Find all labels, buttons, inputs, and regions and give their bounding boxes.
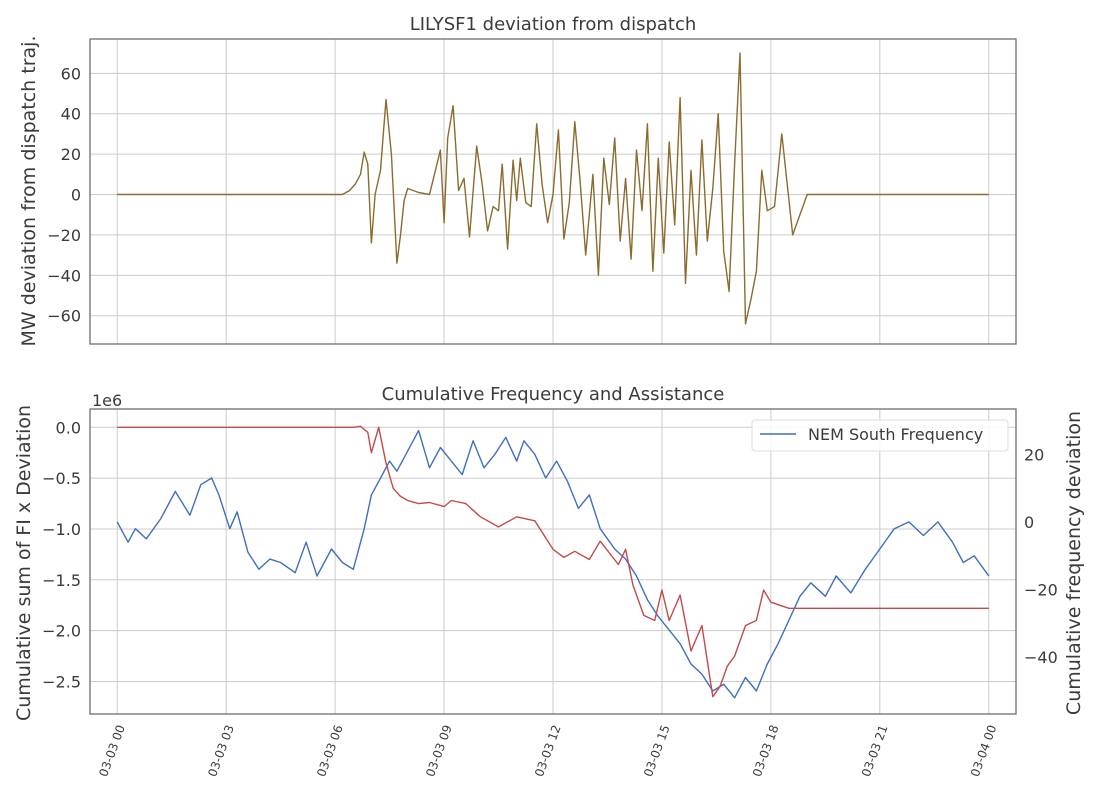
deviation-chart: 60 40 20 0 −20 −40 −60 LILYSF1 deviation from … — [18, 14, 1017, 347]
y-tick-label: 0.0 — [56, 418, 81, 437]
secondary-y-axis-label: Cumulative frequency deviation — [1063, 411, 1085, 715]
secondary-y-tick-label: −20 — [1024, 581, 1058, 600]
y-axis-ticks: 0.0 −0.5 −1.0 −1.5 −2.0 −2.5 — [42, 418, 81, 691]
secondary-y-tick-label: 20 — [1024, 445, 1044, 464]
y-tick-label: 20 — [61, 145, 81, 164]
secondary-y-tick-label: 0 — [1024, 513, 1034, 532]
assistance-series-line — [117, 425, 989, 698]
y-tick-label: −0.5 — [42, 469, 81, 488]
y-tick-label: −2.0 — [42, 622, 81, 641]
y-axis-ticks: 60 40 20 0 −20 −40 −60 — [47, 64, 81, 325]
y-tick-label: −60 — [47, 307, 81, 326]
y-tick-label: −2.5 — [42, 672, 81, 691]
grid — [90, 39, 1016, 344]
chart-title: Cumulative Frequency and Assistance — [382, 384, 725, 405]
y-tick-label: −1.5 — [42, 571, 81, 590]
plot-frame — [89, 408, 1017, 715]
deviation-series-line — [117, 52, 989, 325]
legend-entry: NEM South Frequency — [808, 425, 983, 444]
secondary-y-axis-ticks: 20 0 −20 −40 — [1024, 445, 1058, 667]
chart-title: LILYSF1 deviation from dispatch — [410, 14, 697, 35]
y-axis-label: MW deviation from dispatch traj. — [18, 36, 40, 347]
series-layer — [117, 52, 989, 325]
y-tick-label: 0 — [71, 186, 81, 205]
frequency-series-line — [116, 429, 990, 699]
secondary-y-tick-label: −40 — [1024, 648, 1058, 667]
y-tick-label: 60 — [61, 64, 81, 83]
y-tick-label: −20 — [47, 226, 81, 245]
y-axis-label: Cumulative sum of FI x Deviation — [13, 405, 35, 721]
legend-box — [751, 419, 1009, 452]
plot-frame — [89, 38, 1017, 345]
series-layer — [116, 425, 990, 699]
y-tick-label: 40 — [61, 105, 81, 124]
y-tick-label: −1.0 — [42, 520, 81, 539]
legend: NEM South Frequency — [751, 419, 1009, 452]
y-tick-label: −40 — [47, 266, 81, 285]
y-axis-offset-label: 1e6 — [92, 391, 122, 410]
